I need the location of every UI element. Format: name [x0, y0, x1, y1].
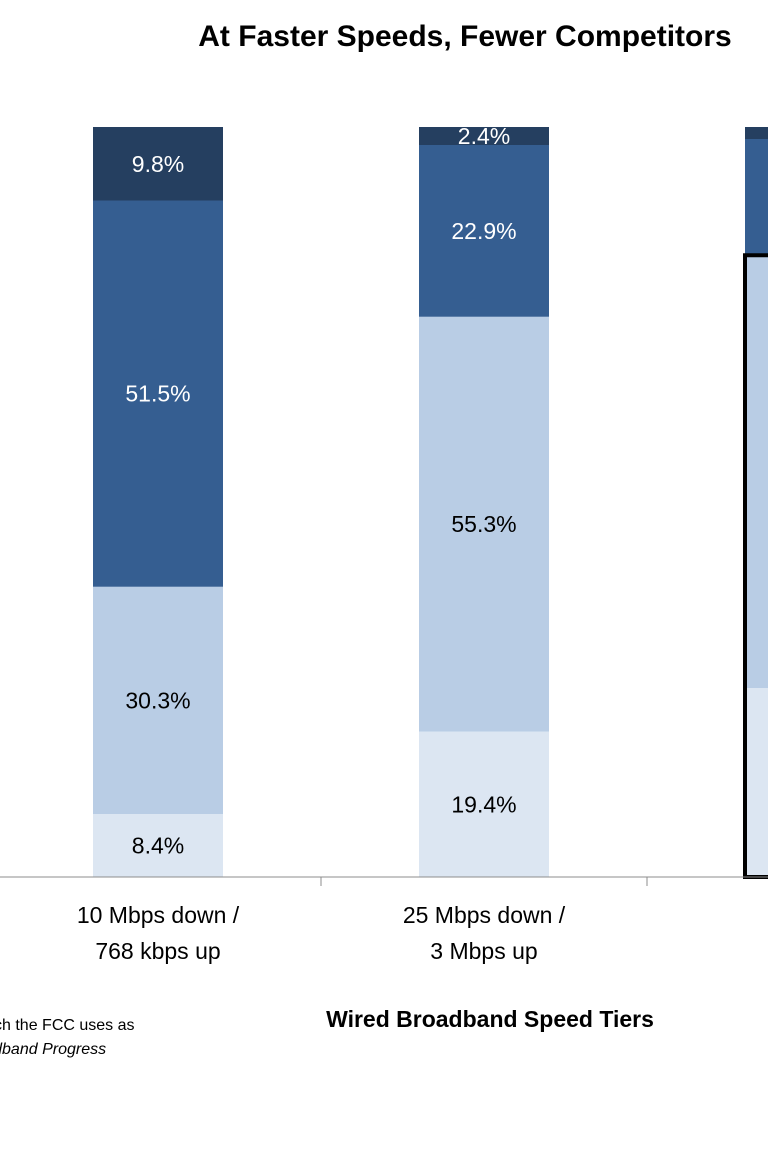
- highlight-box: [743, 253, 768, 879]
- footnote: which the FCC uses as roadband Progress: [0, 1014, 200, 1062]
- bar-segment-cat1-s0: [419, 731, 549, 877]
- data-label: 55.3%: [451, 511, 516, 537]
- bar-segment-cat2-s0: [745, 688, 768, 877]
- x-tick-label: 768 kbps up: [95, 938, 220, 964]
- data-label: 8.4%: [132, 833, 184, 859]
- footnote-line-2: roadband Progress: [0, 1041, 107, 1058]
- bar-segment-cat2-s3: [745, 127, 768, 139]
- bar-segment-cat0-s1: [93, 586, 223, 814]
- data-label: 22.9%: [451, 218, 516, 244]
- bar-segment-cat2-s1: [745, 255, 768, 688]
- bar-segment-cat0-s3: [93, 127, 223, 201]
- bar-segment-cat1-s2: [419, 145, 549, 317]
- bar-segment-cat0-s2: [93, 200, 223, 587]
- chart-title: At Faster Speeds, Fewer Competitors: [198, 20, 732, 53]
- data-label: 9.8%: [132, 151, 184, 177]
- x-axis-label: Wired Broadband Speed Tiers: [326, 1006, 654, 1032]
- data-label: 30.3%: [125, 687, 190, 713]
- data-label: 51.5%: [125, 381, 190, 407]
- footnote-line-1: which the FCC uses as: [0, 1017, 135, 1034]
- x-tick-label: 3 Mbps up: [430, 938, 537, 964]
- x-tick-label: 25 Mbps down /: [403, 902, 566, 928]
- x-tick-label: 10 Mbps down /: [77, 902, 240, 928]
- bar-segment-cat2-s2: [745, 139, 768, 256]
- bar-segment-cat0-s0: [93, 814, 223, 877]
- data-label: 2.4%: [458, 123, 510, 149]
- bar-segment-cat1-s1: [419, 316, 549, 732]
- bar-segment-cat1-s3: [419, 127, 549, 145]
- data-label: 19.4%: [451, 791, 516, 817]
